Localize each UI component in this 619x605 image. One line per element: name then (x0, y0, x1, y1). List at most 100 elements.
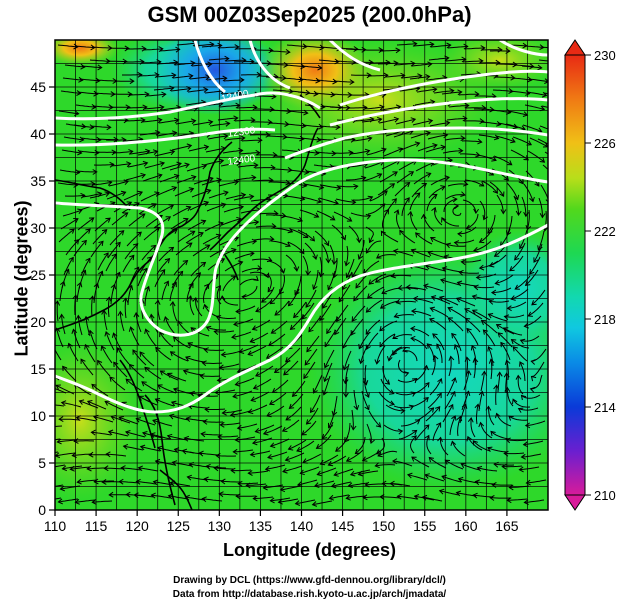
streamline (265, 76, 286, 79)
streamline-arrow (190, 327, 196, 333)
streamline (221, 295, 238, 306)
streamline (89, 192, 110, 199)
streamline-arrow (220, 478, 226, 485)
streamline (169, 163, 190, 171)
streamline-arrow (232, 448, 238, 455)
streamline (237, 364, 257, 373)
streamline-arrow (185, 416, 191, 422)
streamline-arrow (517, 407, 524, 413)
streamline-arrow (323, 362, 330, 369)
streamline-arrow (441, 266, 448, 272)
streamline (335, 435, 349, 452)
streamline-arrow (524, 422, 531, 429)
streamline (480, 422, 493, 439)
streamline-arrow (157, 117, 163, 124)
streamline (109, 376, 126, 391)
streamline-arrow (279, 486, 286, 493)
streamline-arrow (109, 376, 115, 382)
streamline-arrow (440, 185, 446, 191)
streamline-arrow (75, 314, 82, 321)
streamline-arrow (115, 271, 121, 278)
streamline (399, 230, 416, 244)
streamline-arrow (116, 347, 122, 353)
streamline-arrow (73, 181, 79, 188)
streamline (528, 78, 548, 83)
streamline-arrow (124, 430, 131, 436)
streamline (268, 194, 288, 197)
streamline-arrow (271, 93, 277, 100)
streamline (496, 413, 512, 427)
streamline-arrow (214, 389, 220, 396)
streamline (441, 475, 462, 483)
streamline-arrow (129, 78, 135, 85)
streamline (123, 191, 143, 201)
streamline-arrow (523, 322, 529, 329)
streamline (333, 211, 352, 222)
streamline-arrow (515, 210, 522, 217)
streamline (84, 344, 96, 363)
streamline (126, 231, 142, 247)
streamline-arrow (170, 400, 177, 407)
streamline (81, 192, 102, 198)
streamline (188, 272, 201, 290)
streamline-arrow (471, 294, 478, 300)
streamline-arrow (389, 389, 395, 395)
streamline (172, 461, 193, 467)
streamline (302, 124, 323, 128)
streamline-arrow (392, 334, 398, 339)
streamline-arrow (235, 102, 241, 109)
streamline (175, 120, 196, 125)
streamline-arrow (159, 161, 166, 167)
streamline-arrow (465, 224, 472, 231)
streamline (308, 315, 322, 333)
streamline-arrow (44, 485, 48, 490)
streamline (524, 104, 545, 110)
streamline-arrow (473, 208, 480, 214)
streamline (366, 423, 372, 444)
streamline (129, 364, 145, 379)
streamline (106, 191, 126, 200)
streamline-arrow (294, 500, 301, 506)
streamline-arrow (362, 494, 368, 501)
streamline (301, 196, 322, 203)
streamline (236, 106, 257, 109)
streamline (55, 425, 63, 428)
streamline (545, 79, 548, 81)
streamline-arrow (503, 175, 509, 181)
streamline-arrow (374, 277, 381, 283)
streamline-arrow (62, 365, 68, 372)
streamline (297, 91, 318, 95)
streamline-arrow (146, 256, 153, 262)
streamline-arrow (303, 373, 309, 380)
streamline-arrow (364, 392, 370, 398)
streamline-arrow (361, 456, 368, 462)
streamline-arrow (393, 116, 400, 123)
streamline-arrow (365, 344, 371, 350)
streamline (447, 183, 468, 187)
streamline-arrow (318, 271, 325, 278)
streamline-arrow (125, 378, 131, 384)
streamline-arrow (171, 281, 177, 288)
streamline-arrow (132, 349, 138, 355)
streamline (333, 80, 354, 83)
streamline (75, 228, 91, 244)
streamline-arrow (482, 329, 489, 335)
y-tick-label: 25 (30, 267, 46, 283)
streamline (124, 298, 127, 319)
streamline (127, 285, 133, 306)
streamline (108, 431, 129, 437)
streamline (473, 358, 476, 379)
streamline (305, 289, 317, 308)
streamline (185, 101, 206, 106)
streamline (436, 343, 443, 363)
streamline-arrow (355, 283, 361, 289)
streamline (206, 203, 226, 212)
credit-drawing: Drawing by DCL (https://www.gfd-dennou.o… (173, 575, 446, 586)
streamline (132, 349, 147, 366)
streamline-arrow (465, 369, 472, 376)
streamline (231, 469, 252, 472)
streamline-arrow (233, 321, 239, 327)
streamline-arrow (492, 188, 498, 194)
streamline-arrow (520, 453, 526, 460)
streamline (129, 267, 140, 286)
